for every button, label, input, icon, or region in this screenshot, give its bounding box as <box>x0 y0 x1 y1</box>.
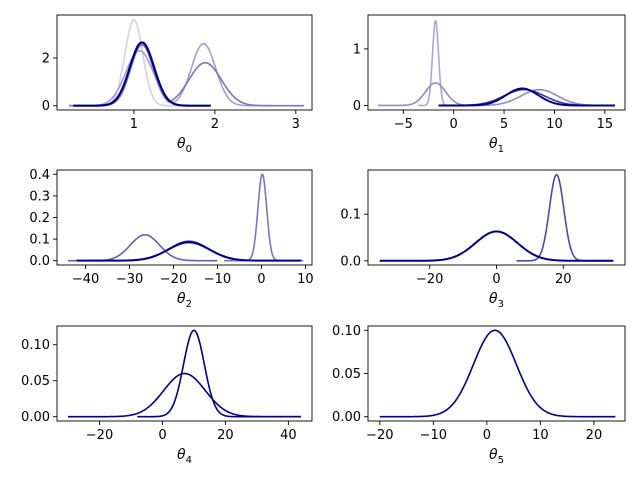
x-tick-label: 40 <box>280 428 297 443</box>
y-tick-label: 0.05 <box>332 367 361 382</box>
axes-frame <box>56 169 313 266</box>
x-tick-label: 1 <box>130 117 138 132</box>
x-axis-label: θ4 <box>177 447 192 466</box>
axes-frame <box>367 14 626 111</box>
series-line-curve-4 <box>76 241 302 262</box>
series-line-curve-1 <box>516 173 614 262</box>
x-tick-label: −20 <box>86 428 113 443</box>
x-tick-label: 0 <box>492 272 500 287</box>
series-line-curve-2 <box>379 230 614 262</box>
x-axis-label: θ0 <box>177 136 192 155</box>
x-axis-label: θ1 <box>489 136 504 155</box>
y-tick-label: 0.1 <box>29 233 50 248</box>
x-tick-label: −5 <box>394 117 413 132</box>
y-tick-label: 2 <box>42 51 50 66</box>
x-tick-label: −40 <box>72 272 99 287</box>
x-tick-label: 10 <box>546 117 563 132</box>
series-line-curve-1 <box>223 173 304 262</box>
x-axis-label: θ2 <box>177 291 192 310</box>
y-tick-label: 0.0 <box>29 254 50 269</box>
axes-frame <box>367 169 626 266</box>
series-line-curve-3 <box>438 88 616 107</box>
x-tick-label: −30 <box>116 272 143 287</box>
x-tick-label: 10 <box>532 428 549 443</box>
y-tick-label: 0.00 <box>332 410 361 425</box>
y-tick-label: 0.10 <box>21 338 50 353</box>
x-tick-label: 2 <box>211 117 219 132</box>
x-tick-label: 3 <box>292 117 300 132</box>
x-tick-label: 20 <box>586 428 603 443</box>
series-line-curve-4 <box>72 41 212 107</box>
series-line-curve-2 <box>378 82 615 107</box>
series-line-curve-3 <box>69 44 304 107</box>
x-tick-label: 0 <box>450 117 458 132</box>
x-axis-label: θ3 <box>489 291 504 310</box>
panel-theta-1: −5 0 5 10 15 0 1 θ1 <box>353 14 626 155</box>
x-tick-label: −10 <box>420 428 447 443</box>
series-line-curve-1 <box>68 372 302 418</box>
x-tick-label: 0 <box>158 428 166 443</box>
y-tick-label: 0 <box>353 99 361 114</box>
y-tick-label: 0 <box>42 99 50 114</box>
x-tick-label: 15 <box>597 117 614 132</box>
panel-theta-2: −40 −30 −20 −10 0 10 0.0 0.1 0.2 0.3 0.4 θ2 <box>29 168 313 310</box>
series-line-curve-2 <box>137 329 302 418</box>
series-line-curve-2 <box>69 42 272 107</box>
y-tick-label: 0.4 <box>29 168 50 183</box>
panel-theta-4: −20 0 20 40 0.00 0.05 0.10 θ4 <box>21 325 313 466</box>
series-line-curve-4 <box>438 87 616 107</box>
y-tick-label: 0.00 <box>21 410 50 425</box>
x-tick-label: 5 <box>500 117 508 132</box>
axes-frame <box>56 14 313 111</box>
y-tick-label: 0.2 <box>29 211 50 226</box>
axes-frame <box>367 325 626 422</box>
series-line-curve-1 <box>379 329 616 418</box>
panel-theta-3: −20 0 20 0.0 0.1 θ3 <box>340 169 626 310</box>
y-tick-label: 0.3 <box>29 189 50 204</box>
y-tick-label: 1 <box>353 42 361 57</box>
x-tick-label: −10 <box>204 272 231 287</box>
panel-theta-5: −20 −10 0 10 20 0.00 0.05 0.10 θ5 <box>332 324 626 466</box>
series-line-curve-2 <box>67 233 218 262</box>
y-tick-label: 0.10 <box>332 324 361 339</box>
x-tick-label: −20 <box>366 428 393 443</box>
x-tick-label: 10 <box>297 272 314 287</box>
x-tick-label: 20 <box>555 272 572 287</box>
x-tick-label: −20 <box>160 272 187 287</box>
panel-theta-0: 1 2 3 0 2 θ0 <box>42 14 313 155</box>
series-line-curve-3 <box>76 240 302 262</box>
x-tick-label: 20 <box>217 428 234 443</box>
y-tick-label: 0.05 <box>21 374 50 389</box>
y-tick-label: 0.1 <box>340 208 361 223</box>
axes-frame <box>56 325 313 422</box>
x-tick-label: 0 <box>257 272 265 287</box>
x-tick-label: −20 <box>416 272 443 287</box>
x-axis-label: θ5 <box>489 447 504 466</box>
x-tick-label: 0 <box>483 428 491 443</box>
y-tick-label: 0.0 <box>340 254 361 269</box>
